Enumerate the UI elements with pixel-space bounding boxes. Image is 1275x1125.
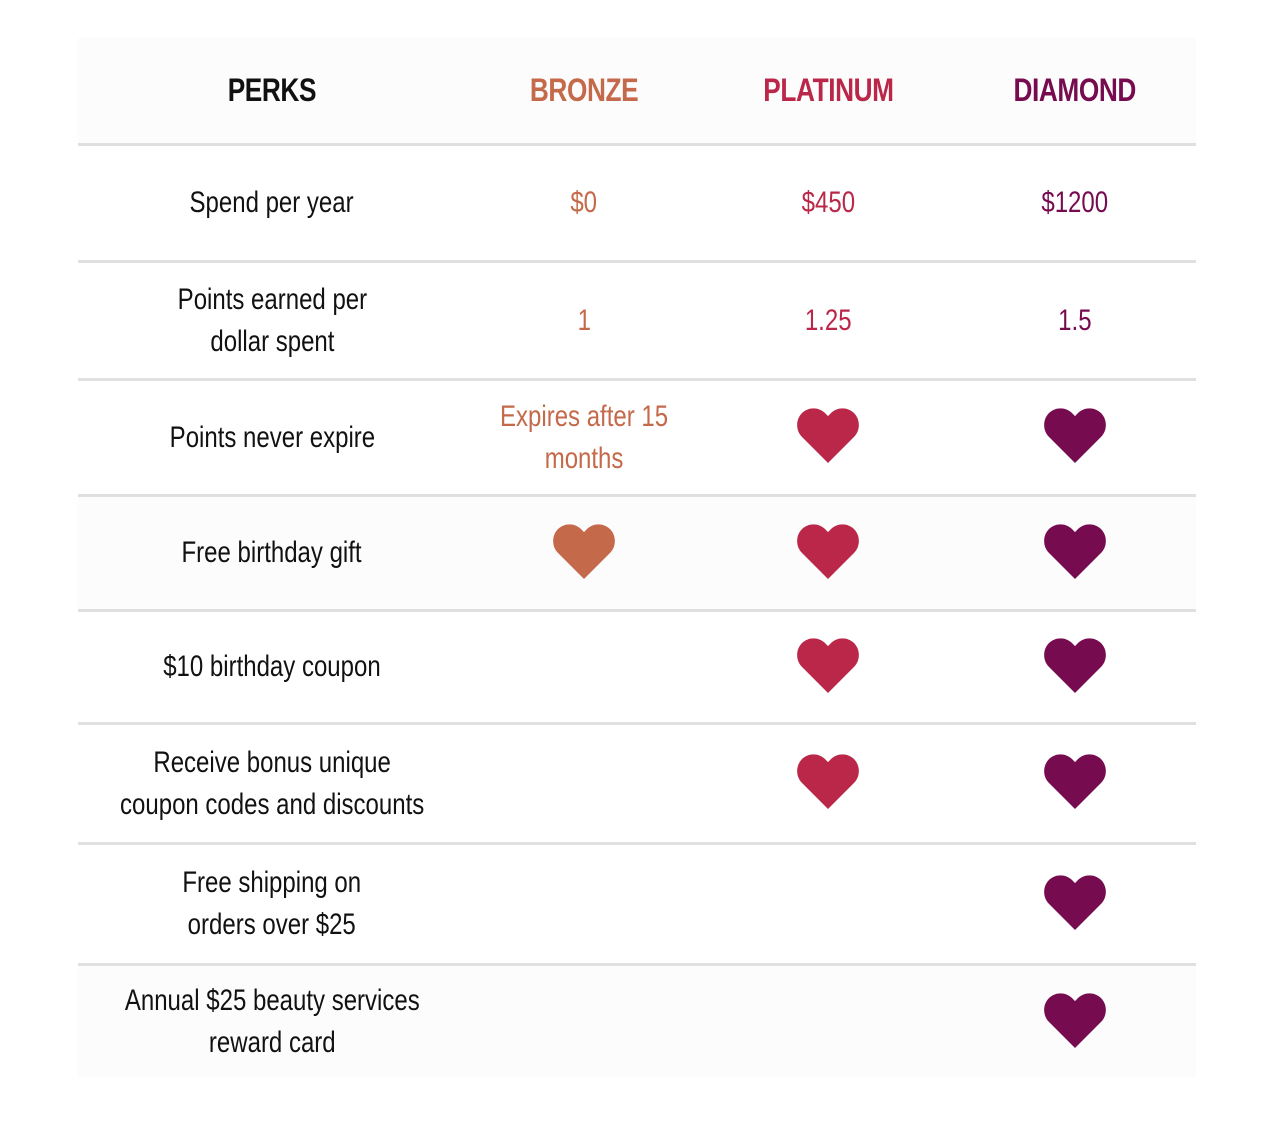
header-bronze: BRONZE [529,72,639,108]
table-row: Receive bonus unique coupon codes and dis… [78,725,1196,845]
bronze-value: $0 [570,186,598,219]
perk-label: Free shipping on orders over $25 [182,866,362,941]
bronze-value: 1 [577,303,591,337]
header-diamond: DIAMOND [1013,72,1137,108]
heart-icon [1044,992,1106,1048]
heart-icon [797,407,859,463]
header-perks: PERKS [227,72,317,108]
diamond-value: 1.5 [1058,303,1092,337]
heart-icon [797,523,859,579]
heart-icon [553,523,615,579]
table-row: $10 birthday coupon [78,612,1196,725]
table-row: Annual $25 beauty services reward card [78,966,1196,1078]
heart-icon [1044,874,1106,930]
perk-label: $10 birthday coupon [163,650,381,683]
bronze-value: Expires after 15 months [499,399,669,475]
diamond-value: $1200 [1041,186,1109,219]
rewards-tier-table: PERKS BRONZE PLATINUM DIAMOND Spend per … [78,38,1196,1078]
table-row: Free birthday gift [78,497,1196,612]
heart-icon [1044,753,1106,809]
perk-label: Receive bonus unique coupon codes and dis… [119,745,425,821]
perk-label: Points never expire [169,420,375,454]
table-row: Points earned per dollar spent 1 1.25 1.5 [78,263,1196,381]
perk-label: Points earned per dollar spent [177,282,367,358]
perk-label: Spend per year [189,186,355,219]
heart-icon [1044,523,1106,579]
heart-icon [797,753,859,809]
platinum-value: 1.25 [804,303,852,337]
header-row: PERKS BRONZE PLATINUM DIAMOND [78,38,1196,146]
heart-icon [1044,407,1106,463]
table-row: Free shipping on orders over $25 [78,845,1196,966]
table-row: Points never expire Expires after 15 mont… [78,381,1196,497]
heart-icon [797,637,859,693]
table-row: Spend per year $0 $450 $1200 [78,146,1196,263]
perk-label: Free birthday gift [181,536,363,569]
perk-label: Annual $25 beauty services reward card [124,984,420,1059]
header-platinum: PLATINUM [762,72,894,108]
platinum-value: $450 [801,186,855,219]
heart-icon [1044,637,1106,693]
